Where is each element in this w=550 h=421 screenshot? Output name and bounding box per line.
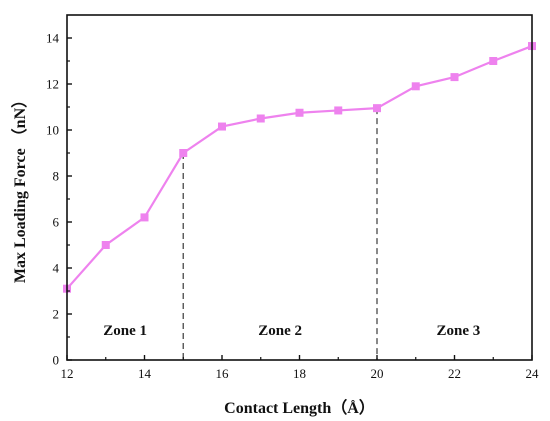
y-tick-label: 6 [53,215,60,230]
x-tick-label: 16 [216,366,230,381]
data-point-marker [334,106,343,115]
data-point-marker [179,149,188,157]
zone-label: Zone 3 [436,323,480,339]
y-tick-label: 10 [46,123,59,138]
data-point-marker [218,122,226,131]
x-tick-label: 22 [448,366,461,381]
zone-dividers [182,108,378,360]
data-point-marker [295,108,304,117]
zone-labels: Zone 1 Zone 2 Zone 3 [103,323,480,339]
data-series [63,42,536,293]
data-point-marker [411,82,420,91]
y-tick-label: 12 [46,77,59,92]
series-line [66,45,533,290]
y-tick-label: 2 [53,307,60,322]
data-point-marker [101,241,110,249]
x-tick-label: 20 [371,366,384,381]
data-point-marker [373,104,381,113]
zone-label: Zone 2 [258,323,302,339]
plot-frame [66,14,533,361]
y-tick-label: 14 [46,31,60,46]
y-axis-title: Max Loading Force （nN） [11,92,29,283]
y-tick-label: 8 [53,169,60,184]
x-tick-label: 24 [526,366,540,381]
x-axis-title: Contact Length（Å） [224,399,375,417]
x-tick-label: 12 [61,366,74,381]
data-point-marker [140,213,149,222]
zone-label: Zone 1 [103,323,147,339]
x-tick-label: 18 [293,366,306,381]
y-tick-label: 4 [53,261,60,276]
x-tick-label: 14 [138,366,152,381]
data-point-marker [256,114,265,123]
y-tick-label: 0 [53,353,60,368]
data-point-marker [489,57,498,65]
data-point-marker [450,73,459,82]
